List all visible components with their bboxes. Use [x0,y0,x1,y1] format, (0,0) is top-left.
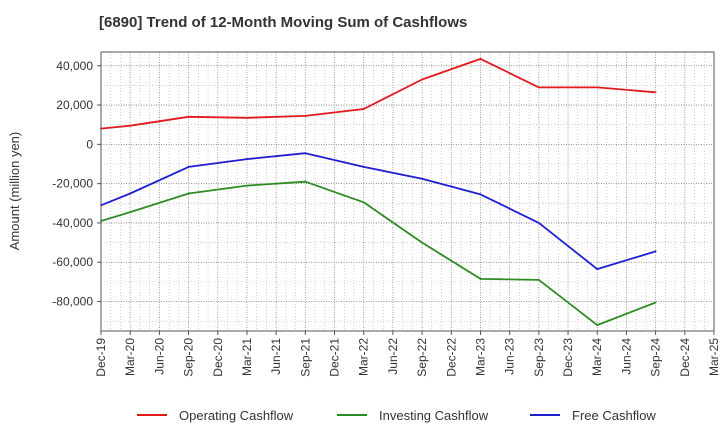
x-tick-label: Dec-21 [328,338,342,377]
y-tick-label: -60,000 [52,255,93,269]
x-tick-label: Mar-20 [123,338,137,376]
x-tick-label: Sep-24 [649,338,663,377]
grid-lines [101,52,714,331]
x-tick-label: Sep-20 [182,338,196,377]
free-cashflow-point [304,152,307,155]
y-tick-label: 20,000 [56,98,93,112]
investing-cashflow-point [129,211,132,214]
x-tick-label: Sep-23 [532,338,546,377]
investing-cashflow-point [246,184,248,187]
legend-item-free-cashflow: Free Cashflow [530,404,656,426]
x-tick-label: Jun-21 [269,338,283,375]
operating-cashflow-point [129,124,132,127]
free-cashflow-point [362,166,365,168]
x-tick-label: Sep-22 [415,338,429,377]
y-tick-label: -80,000 [52,295,93,309]
investing-cashflow-point [304,180,307,183]
y-axis-label: Amount (million yen) [7,132,22,251]
x-tick-label: Dec-19 [94,338,108,377]
x-tick-label: Mar-23 [473,338,487,376]
legend-label: Operating Cashflow [179,407,294,423]
legend-label: Free Cashflow [572,407,656,423]
free-cashflow-point [421,177,423,180]
investing-cashflow-point [537,279,540,281]
legend-swatch [530,414,560,416]
y-axis-ticks: -80,000 -60,000 -40,000 -20,000 0 20,000 40,00… [52,59,101,309]
legend: Operating Cashflow Investing Cashflow Free… [0,404,720,426]
legend-item-operating-cashflow: Operating Cashflow [137,404,293,426]
legend-item-investing-cashflow: Investing Cashflow [337,404,488,426]
series-lines [100,57,657,327]
operating-cashflow-point [654,91,657,94]
free-cashflow-point [246,158,248,160]
y-tick-label: -40,000 [52,216,93,230]
plot-frame [100,51,715,332]
x-tick-label: Mar-25 [707,338,720,376]
free-cashflow-point [187,166,190,168]
x-tick-label: Mar-22 [357,338,371,376]
operating-cashflow-point [479,57,482,60]
operating-cashflow-point [421,78,423,81]
free-cashflow-point [479,193,482,196]
investing-cashflow-point [187,192,190,195]
investing-cashflow-point [421,241,423,244]
x-tick-label: Jun-22 [386,338,400,375]
operating-cashflow-point [304,114,307,117]
legend-swatch [137,414,167,416]
x-tick-label: Sep-21 [298,338,312,377]
plot-area [101,52,714,331]
plot-background [101,52,714,331]
y-tick-label: 0 [86,137,93,151]
investing-cashflow-point [362,201,365,204]
x-tick-label: Jun-20 [152,338,166,375]
investing-cashflow-point [654,301,657,304]
operating-cashflow-point [596,86,599,89]
y-tick-label: -20,000 [52,177,93,191]
x-tick-label: Dec-20 [211,338,225,377]
investing-cashflow-point [479,278,482,280]
x-axis-ticks: Dec-19 Mar-20 Jun-20 Sep-20 Dec-20 Mar-21 Jun-… [94,331,720,377]
chart-title: [6890] Trend of 12-Month Moving Sum of C… [99,14,468,31]
x-tick-label: Mar-21 [240,338,254,376]
x-tick-label: Dec-24 [678,338,692,377]
operating-cashflow-point [537,86,540,89]
free-cashflow-point [596,268,599,271]
plot-border [100,51,715,332]
x-tick-label: Dec-22 [444,338,458,377]
free-cashflow-point [129,192,132,195]
x-tick-label: Jun-24 [619,338,633,375]
operating-cashflow-point [246,116,248,119]
free-cashflow-point [654,250,657,253]
free-cashflow-point [537,222,540,224]
operating-cashflow-point [362,108,365,110]
x-tick-label: Mar-24 [590,338,604,376]
operating-cashflow-point [187,115,190,118]
legend-swatch [337,414,367,416]
y-tick-label: 40,000 [56,59,93,73]
legend-label: Investing Cashflow [379,407,489,423]
x-tick-label: Jun-23 [503,338,517,375]
x-tick-label: Dec-23 [561,338,575,377]
investing-cashflow-point [596,324,599,327]
